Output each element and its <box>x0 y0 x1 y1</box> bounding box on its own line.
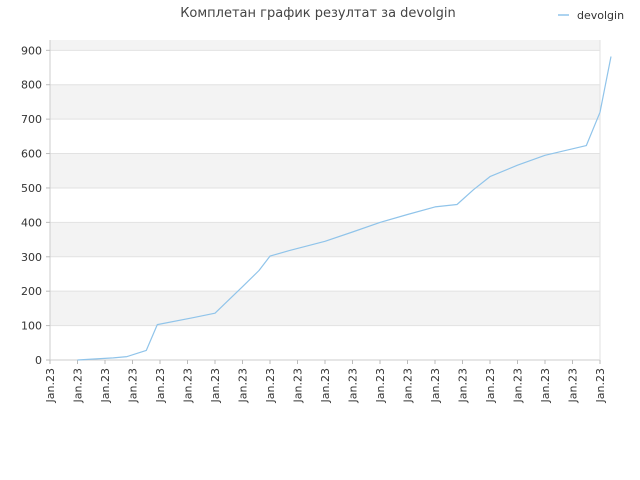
x-tick-label: Jan.23 <box>457 368 470 403</box>
y-tick-label: 800 <box>21 79 42 92</box>
y-tick-label: 500 <box>21 182 42 195</box>
plot-bands <box>50 40 600 360</box>
plot-band <box>50 325 600 360</box>
legend: devolgin <box>558 9 624 22</box>
legend-label-devolgin: devolgin <box>577 9 624 22</box>
y-tick-label: 400 <box>21 216 42 229</box>
y-tick-label: 0 <box>35 354 42 367</box>
x-tick-label: Jan.23 <box>402 368 415 403</box>
plot-band <box>50 256 600 292</box>
grid-lines <box>50 49 600 361</box>
series-group <box>77 56 612 361</box>
plot-band <box>50 153 600 188</box>
x-tick-label: Jan.23 <box>319 368 332 403</box>
x-tick-label: Jan.23 <box>374 368 387 403</box>
x-tick-label: Jan.23 <box>237 368 250 403</box>
plot-band <box>50 187 600 223</box>
y-tick-label: 100 <box>21 320 42 333</box>
plot-band <box>50 119 600 154</box>
x-tick-label: Jan.23 <box>512 368 525 403</box>
x-tick-label: Jan.23 <box>209 368 222 403</box>
y-tick-label: 700 <box>21 113 42 126</box>
y-tick-label: 900 <box>21 44 42 57</box>
x-tick-label: Jan.23 <box>72 368 85 403</box>
y-tick-label: 600 <box>21 148 42 161</box>
x-tick-label: Jan.23 <box>594 368 607 403</box>
x-tick-label: Jan.23 <box>292 368 305 403</box>
x-tick-label: Jan.23 <box>539 368 552 403</box>
y-tick-label: 200 <box>21 285 42 298</box>
chart-title: Комплетан график резултат за devolgin <box>180 6 456 21</box>
x-axis-ticks: Jan.23 Jan.23 Jan.23 Jan.23 Jan.23 Jan.23 Jan.… <box>44 360 607 403</box>
x-tick-label: Jan.23 <box>567 368 580 403</box>
plot-band <box>50 291 600 326</box>
x-tick-label: Jan.23 <box>484 368 497 403</box>
x-tick-label: Jan.23 <box>154 368 167 403</box>
plot-band <box>50 50 600 85</box>
x-tick-label: Jan.23 <box>429 368 442 403</box>
y-tick-label: 300 <box>21 251 42 264</box>
x-tick-label: Jan.23 <box>264 368 277 403</box>
y-axis-ticks: 0 100 200 300 400 500 600 700 800 900 <box>21 44 50 367</box>
x-tick-label: Jan.23 <box>127 368 140 403</box>
series-line-devolgin <box>77 56 612 361</box>
x-tick-label: Jan.23 <box>182 368 195 403</box>
x-tick-label: Jan.23 <box>44 368 57 403</box>
x-tick-label: Jan.23 <box>99 368 112 403</box>
plot-band <box>50 40 600 51</box>
x-tick-label: Jan.23 <box>347 368 360 403</box>
plot-band <box>50 222 600 257</box>
plot-band <box>50 84 600 120</box>
